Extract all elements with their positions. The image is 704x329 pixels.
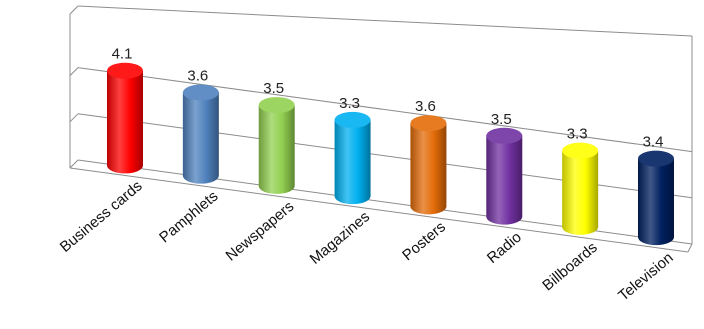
- value-labels: 4.1 3.6 3.5 3.3 3.6 3.5 3.3 3.4: [112, 46, 664, 151]
- bar-billboards: [562, 142, 599, 235]
- bar-body-billboards: [562, 150, 599, 235]
- value-label-newspapers: 3.5: [263, 80, 284, 97]
- bars: [107, 62, 674, 246]
- bar-body-television: [638, 158, 674, 246]
- floor-right-edge: [687, 243, 693, 253]
- value-label-pamphlets: 3.6: [187, 68, 208, 85]
- bar-television: [638, 150, 674, 246]
- bar-radio: [486, 127, 523, 225]
- value-label-posters: 3.6: [415, 98, 436, 115]
- top-side-edge: [69, 5, 79, 15]
- gridline-2: [77, 113, 693, 199]
- top-edge: [77, 5, 693, 37]
- value-label-billboards: 3.3: [567, 126, 588, 143]
- bar-newspapers: [258, 97, 295, 194]
- bar-top-billboards: [562, 142, 599, 159]
- bar-magazines: [334, 111, 371, 205]
- bar-top-pamphlets: [182, 84, 219, 101]
- category-label-billboards: Billboards: [539, 239, 600, 294]
- bar-top-magazines: [334, 111, 371, 128]
- category-label-radio: Radio: [484, 229, 525, 267]
- value-label-radio: 3.5: [491, 111, 512, 128]
- bar-top-television: [638, 150, 674, 167]
- bar-body-radio: [486, 135, 523, 225]
- bar-business-cards: [107, 62, 143, 174]
- value-label-television: 3.4: [643, 134, 664, 151]
- bar-body-magazines: [334, 119, 371, 205]
- bar-top-newspapers: [258, 97, 295, 114]
- value-label-business-cards: 4.1: [112, 46, 133, 63]
- floor-side-edge: [69, 159, 79, 169]
- bar-posters: [410, 115, 447, 215]
- value-label-magazines: 3.3: [339, 95, 360, 112]
- floor-front-edge: [69, 167, 689, 253]
- bar-top-posters: [410, 115, 447, 132]
- bar-body-business-cards: [107, 70, 143, 174]
- category-label-pamphlets: Pamphlets: [156, 188, 221, 247]
- category-label-business-cards: Business cards: [57, 177, 146, 255]
- bar-pamphlets: [182, 84, 219, 184]
- bar-body-posters: [410, 123, 447, 215]
- gridline-4: [77, 67, 693, 153]
- bar-body-newspapers: [258, 105, 295, 194]
- gridline-side-2: [69, 113, 79, 123]
- bar-top-business-cards: [107, 62, 143, 79]
- category-label-newspapers: Newspapers: [222, 198, 297, 265]
- bar-top-radio: [486, 127, 523, 144]
- bar-body-pamphlets: [182, 92, 219, 184]
- category-label-posters: Posters: [399, 218, 449, 264]
- category-label-magazines: Magazines: [307, 208, 374, 268]
- category-label-television: Television: [615, 249, 676, 304]
- gridlines: [69, 5, 693, 253]
- gridline-side-4: [69, 67, 79, 76]
